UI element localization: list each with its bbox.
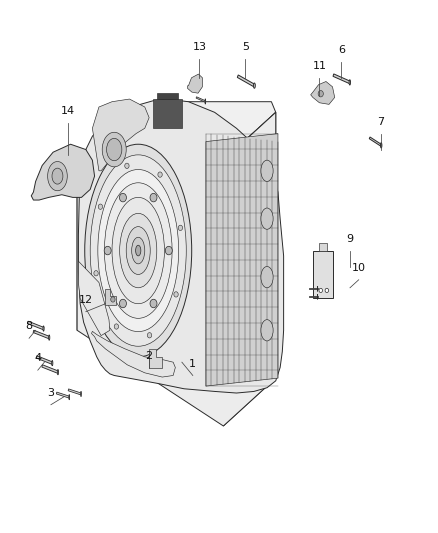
Ellipse shape: [111, 297, 115, 302]
Polygon shape: [31, 144, 95, 200]
Polygon shape: [157, 93, 178, 99]
Ellipse shape: [85, 144, 192, 357]
Polygon shape: [309, 288, 318, 289]
Polygon shape: [318, 243, 327, 251]
Ellipse shape: [126, 227, 150, 274]
Polygon shape: [309, 296, 318, 297]
Text: 13: 13: [192, 42, 206, 52]
Ellipse shape: [178, 225, 183, 230]
Ellipse shape: [325, 288, 328, 293]
Ellipse shape: [102, 132, 126, 167]
Ellipse shape: [174, 292, 178, 297]
Polygon shape: [92, 99, 149, 171]
Ellipse shape: [261, 320, 273, 341]
Ellipse shape: [150, 193, 157, 202]
Ellipse shape: [349, 80, 350, 85]
Ellipse shape: [120, 213, 157, 288]
Polygon shape: [206, 134, 278, 386]
Ellipse shape: [52, 360, 53, 366]
Text: 12: 12: [79, 295, 93, 305]
Polygon shape: [33, 330, 49, 339]
Polygon shape: [68, 389, 81, 395]
Text: 6: 6: [338, 45, 345, 55]
Ellipse shape: [98, 204, 102, 209]
Ellipse shape: [205, 99, 206, 104]
Text: 14: 14: [61, 106, 75, 116]
Ellipse shape: [90, 155, 186, 346]
Ellipse shape: [150, 299, 157, 308]
Polygon shape: [106, 289, 117, 305]
Ellipse shape: [69, 394, 70, 400]
Text: 8: 8: [25, 321, 33, 332]
Polygon shape: [196, 97, 205, 102]
Polygon shape: [78, 261, 110, 336]
Ellipse shape: [120, 299, 127, 308]
Text: 5: 5: [242, 42, 249, 52]
Ellipse shape: [52, 168, 63, 184]
Polygon shape: [28, 321, 44, 330]
Polygon shape: [108, 102, 276, 160]
Ellipse shape: [114, 324, 119, 329]
Text: 2: 2: [145, 351, 153, 361]
Text: 7: 7: [377, 117, 384, 127]
Ellipse shape: [48, 161, 67, 191]
Ellipse shape: [158, 172, 162, 177]
Polygon shape: [237, 75, 255, 87]
Ellipse shape: [49, 335, 50, 340]
Ellipse shape: [57, 369, 59, 375]
Ellipse shape: [136, 245, 141, 256]
Ellipse shape: [104, 246, 111, 255]
Ellipse shape: [104, 183, 172, 318]
Ellipse shape: [147, 333, 152, 338]
Polygon shape: [223, 112, 276, 426]
Ellipse shape: [381, 143, 382, 148]
Ellipse shape: [254, 83, 255, 88]
Ellipse shape: [132, 237, 145, 264]
Ellipse shape: [112, 197, 164, 304]
Ellipse shape: [98, 169, 179, 332]
Ellipse shape: [318, 91, 323, 97]
Polygon shape: [311, 82, 335, 104]
Text: 4: 4: [34, 353, 41, 364]
Polygon shape: [36, 356, 53, 364]
Ellipse shape: [120, 193, 127, 202]
Ellipse shape: [165, 246, 172, 255]
Polygon shape: [187, 74, 202, 93]
Ellipse shape: [319, 288, 322, 293]
Ellipse shape: [261, 208, 273, 229]
Polygon shape: [42, 365, 58, 373]
Polygon shape: [152, 99, 182, 128]
Text: 11: 11: [312, 61, 326, 71]
Text: 3: 3: [47, 388, 54, 398]
Polygon shape: [77, 112, 276, 426]
Ellipse shape: [94, 271, 98, 276]
Polygon shape: [333, 74, 350, 84]
Text: 10: 10: [352, 263, 366, 273]
Polygon shape: [92, 332, 175, 377]
Text: 1: 1: [189, 359, 196, 368]
Polygon shape: [77, 150, 108, 330]
Ellipse shape: [125, 163, 129, 168]
Ellipse shape: [106, 139, 122, 161]
Polygon shape: [369, 137, 381, 146]
Polygon shape: [78, 99, 284, 393]
Polygon shape: [149, 349, 162, 368]
Polygon shape: [313, 251, 333, 298]
Ellipse shape: [261, 160, 273, 181]
Ellipse shape: [43, 326, 44, 331]
Ellipse shape: [261, 266, 273, 288]
Polygon shape: [57, 392, 70, 398]
Text: 9: 9: [346, 233, 353, 244]
